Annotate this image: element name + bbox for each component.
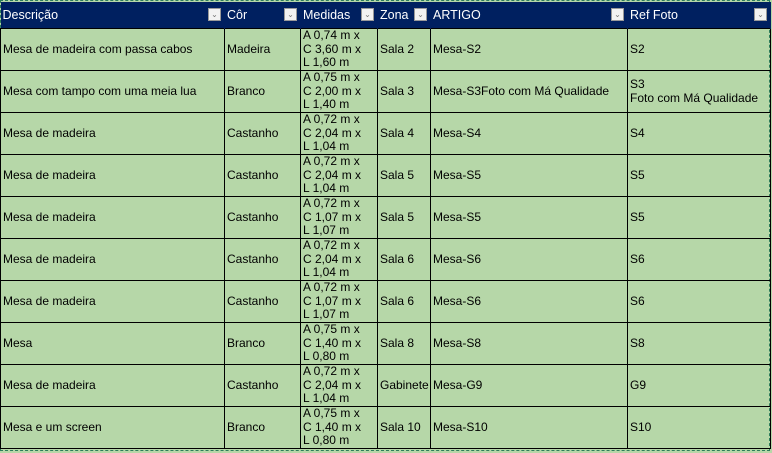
header-row: Descrição ⌄ Côr ⌄ Medidas ⌄ Zona ⌄ ARTIGO ⌄ Ref Fo… bbox=[0, 2, 771, 29]
column-header-medidas: Medidas ⌄ bbox=[300, 2, 378, 29]
cell-descricao[interactable]: Mesa de madeira com passa cabos bbox=[0, 28, 225, 71]
cell-medidas[interactable]: A 0,75 m x C 1,40 m x L 0,80 m bbox=[300, 406, 378, 449]
cell-medidas[interactable]: A 0,72 m x C 2,04 m x L 1,04 m bbox=[300, 112, 378, 155]
cell-cor[interactable]: Branco bbox=[224, 70, 301, 113]
cell-cor[interactable]: Castanho bbox=[224, 112, 301, 155]
cell-cor[interactable]: Castanho bbox=[224, 196, 301, 239]
table-row: Mesa de madeira Castanho A 0,72 m x C 2,04… bbox=[0, 364, 771, 407]
cell-cor[interactable]: Branco bbox=[224, 406, 301, 449]
cell-cor[interactable]: Castanho bbox=[224, 364, 301, 407]
cell-descricao[interactable]: Mesa bbox=[0, 322, 225, 365]
cell-medidas[interactable]: A 0,74 m x C 3,60 m x L 1,60 m bbox=[300, 28, 378, 71]
table-row: Mesa com tampo com uma meia lua Branco A 0… bbox=[0, 70, 771, 113]
cell-ref-foto[interactable]: S2 bbox=[627, 28, 771, 71]
cell-descricao[interactable]: Mesa de madeira bbox=[0, 196, 225, 239]
column-header-ref-foto: Ref Foto ⌄ bbox=[627, 2, 771, 29]
cell-artigo[interactable]: Mesa-S6 bbox=[430, 238, 628, 281]
cell-medidas[interactable]: A 0,72 m x C 1,07 m x L 1,07 m bbox=[300, 280, 378, 323]
cell-descricao[interactable]: Mesa de madeira bbox=[0, 238, 225, 281]
filter-dropdown-icon[interactable]: ⌄ bbox=[361, 8, 374, 21]
cell-zona[interactable]: Sala 8 bbox=[377, 322, 431, 365]
cell-ref-foto[interactable]: S10 bbox=[627, 406, 771, 449]
cell-medidas[interactable]: A 0,75 m x C 1,40 m x L 0,80 m bbox=[300, 322, 378, 365]
cell-descricao[interactable]: Mesa de madeira bbox=[0, 154, 225, 197]
cell-medidas[interactable]: A 0,75 m x C 2,00 m x L 1,40 m bbox=[300, 70, 378, 113]
cell-ref-foto[interactable]: S5 bbox=[627, 154, 771, 197]
cell-descricao[interactable]: Mesa de madeira bbox=[0, 112, 225, 155]
column-header-artigo: ARTIGO ⌄ bbox=[430, 2, 628, 29]
cell-medidas[interactable]: A 0,72 m x C 2,04 m x L 1,04 m bbox=[300, 238, 378, 281]
cell-descricao[interactable]: Mesa e um screen bbox=[0, 406, 225, 449]
column-header-label: Descrição bbox=[2, 8, 59, 22]
cell-ref-foto[interactable]: S5 bbox=[627, 196, 771, 239]
cell-artigo[interactable]: Mesa-S5 bbox=[430, 196, 628, 239]
cell-cor[interactable]: Madeira bbox=[224, 28, 301, 71]
table-row: Mesa de madeira Castanho A 0,72 m x C 2,04… bbox=[0, 154, 771, 197]
cell-zona[interactable]: Sala 6 bbox=[377, 238, 431, 281]
column-header-label: Medidas bbox=[303, 8, 351, 22]
cell-artigo[interactable]: Mesa-G9 bbox=[430, 364, 628, 407]
cell-cor[interactable]: Branco bbox=[224, 322, 301, 365]
cell-artigo[interactable]: Mesa-S5 bbox=[430, 154, 628, 197]
filter-dropdown-icon[interactable]: ⌄ bbox=[414, 8, 427, 21]
column-header-label: Ref Foto bbox=[630, 8, 678, 22]
cell-descricao[interactable]: Mesa de madeira bbox=[0, 364, 225, 407]
cell-ref-foto[interactable]: S6 bbox=[627, 280, 771, 323]
cell-ref-foto[interactable]: S3 Foto com Má Qualidade bbox=[627, 70, 771, 113]
column-header-zona: Zona ⌄ bbox=[377, 2, 431, 29]
cell-ref-foto[interactable]: S8 bbox=[627, 322, 771, 365]
cell-artigo[interactable]: Mesa-S6 bbox=[430, 280, 628, 323]
filter-dropdown-icon[interactable]: ⌄ bbox=[754, 8, 767, 21]
cell-zona[interactable]: Sala 2 bbox=[377, 28, 431, 71]
column-header-label: Côr bbox=[227, 8, 248, 22]
table-row: Mesa e um screen Branco A 0,75 m x C 1,40 … bbox=[0, 406, 771, 449]
filter-dropdown-icon[interactable]: ⌄ bbox=[284, 8, 297, 21]
column-header-label: Zona bbox=[380, 8, 409, 22]
column-header-descricao: Descrição ⌄ bbox=[0, 2, 225, 29]
table-row: Mesa Branco A 0,75 m x C 1,40 m x L 0,80 m… bbox=[0, 322, 771, 365]
cell-cor[interactable]: Castanho bbox=[224, 238, 301, 281]
table-row: Mesa de madeira Castanho A 0,72 m x C 2,04… bbox=[0, 112, 771, 155]
column-header-cor: Côr ⌄ bbox=[224, 2, 301, 29]
cell-artigo[interactable]: Mesa-S10 bbox=[430, 406, 628, 449]
cell-ref-foto[interactable]: S6 bbox=[627, 238, 771, 281]
table-body: Mesa de madeira com passa cabos Madeira A … bbox=[0, 28, 771, 449]
cell-ref-foto[interactable]: S4 bbox=[627, 112, 771, 155]
cell-zona[interactable]: Sala 3 bbox=[377, 70, 431, 113]
cell-descricao[interactable]: Mesa com tampo com uma meia lua bbox=[0, 70, 225, 113]
cell-descricao[interactable]: Mesa de madeira bbox=[0, 280, 225, 323]
cell-artigo[interactable]: Mesa-S2 bbox=[430, 28, 628, 71]
cell-cor[interactable]: Castanho bbox=[224, 154, 301, 197]
cell-ref-foto[interactable]: G9 bbox=[627, 364, 771, 407]
table-row: Mesa de madeira Castanho A 0,72 m x C 1,07… bbox=[0, 196, 771, 239]
cell-artigo[interactable]: Mesa-S3Foto com Má Qualidade bbox=[430, 70, 628, 113]
cell-medidas[interactable]: A 0,72 m x C 2,04 m x L 1,04 m bbox=[300, 154, 378, 197]
column-header-label: ARTIGO bbox=[433, 8, 481, 22]
table-row: Mesa de madeira com passa cabos Madeira A … bbox=[0, 28, 771, 71]
cell-artigo[interactable]: Mesa-S4 bbox=[430, 112, 628, 155]
cell-medidas[interactable]: A 0,72 m x C 1,07 m x L 1,07 m bbox=[300, 196, 378, 239]
cell-artigo[interactable]: Mesa-S8 bbox=[430, 322, 628, 365]
cell-zona[interactable]: Gabinete bbox=[377, 364, 431, 407]
cell-cor[interactable]: Castanho bbox=[224, 280, 301, 323]
cell-zona[interactable]: Sala 5 bbox=[377, 154, 431, 197]
table-row: Mesa de madeira Castanho A 0,72 m x C 2,04… bbox=[0, 238, 771, 281]
filter-dropdown-icon[interactable]: ⌄ bbox=[611, 8, 624, 21]
cell-zona[interactable]: Sala 5 bbox=[377, 196, 431, 239]
cell-zona[interactable]: Sala 4 bbox=[377, 112, 431, 155]
filter-dropdown-icon[interactable]: ⌄ bbox=[208, 8, 221, 21]
cell-zona[interactable]: Sala 6 bbox=[377, 280, 431, 323]
cell-zona[interactable]: Sala 10 bbox=[377, 406, 431, 449]
table-row: Mesa de madeira Castanho A 0,72 m x C 1,07… bbox=[0, 280, 771, 323]
cell-medidas[interactable]: A 0,72 m x C 2,04 m x L 1,04 m bbox=[300, 364, 378, 407]
